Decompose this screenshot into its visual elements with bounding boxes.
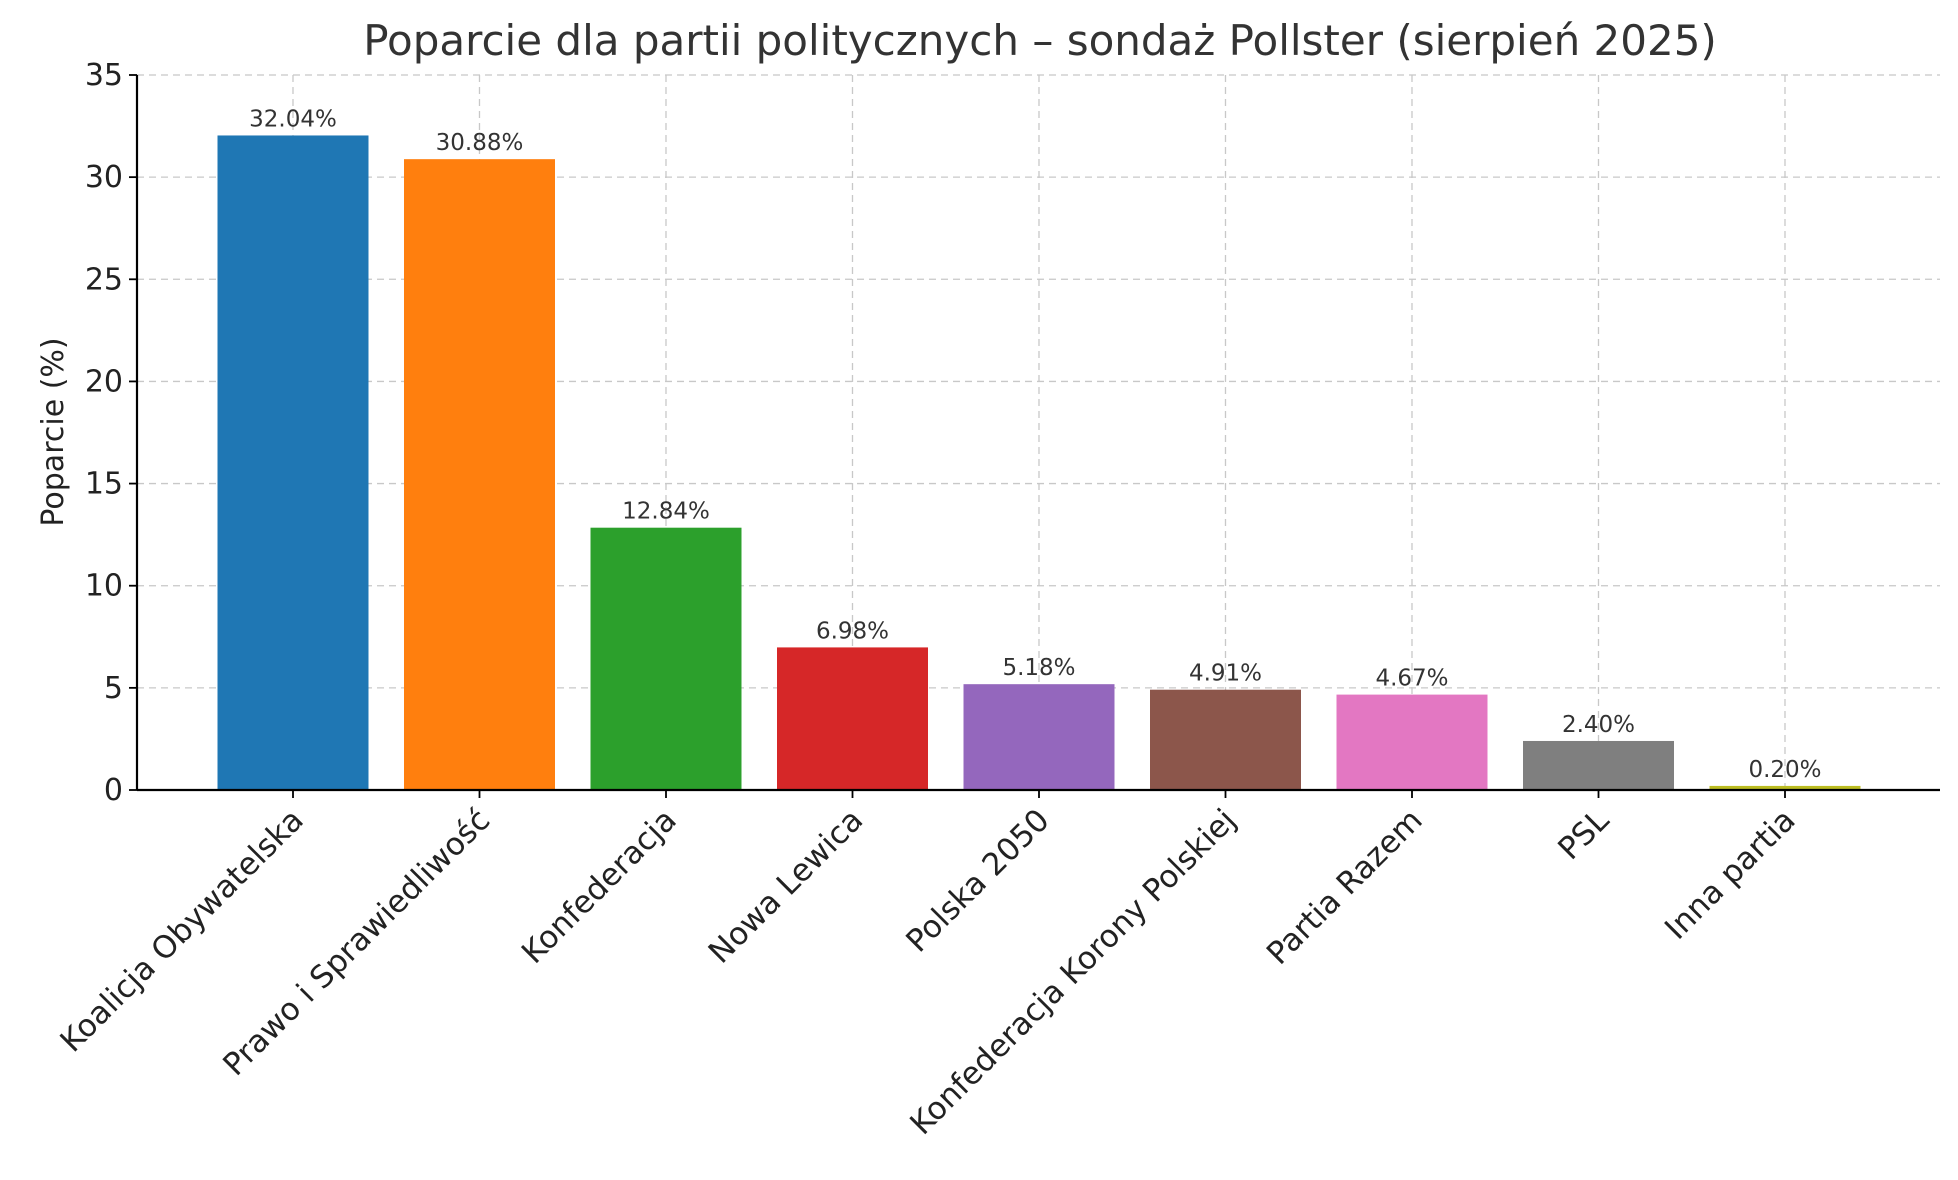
data-label-1: 30.88% [436,130,524,156]
x-tick-label-2: Konfederacja [515,802,684,971]
x-tick-label-4: Polska 2050 [899,802,1056,959]
bar-7 [1523,740,1674,790]
data-label-6: 4.67% [1375,666,1448,692]
bar-1 [404,159,555,790]
x-tick-label-6: Partia Razem [1260,802,1430,972]
y-tick-label-4: 20 [85,364,123,399]
data-label-5: 4.91% [1189,661,1262,687]
x-tick-label-8: Inna partia [1658,802,1803,947]
y-tick-label-0: 0 [104,773,123,808]
y-tick-label-1: 5 [104,671,123,706]
bar-2 [590,527,742,790]
y-tick-label-2: 10 [85,569,123,604]
data-label-2: 12.84% [622,499,710,525]
bar-3 [777,647,928,790]
data-label-3: 6.98% [816,618,889,644]
bar-6 [1336,694,1488,790]
data-label-8: 0.20% [1748,757,1821,783]
bar-5 [1150,689,1301,790]
bar-0 [217,135,369,790]
bar-4 [963,684,1115,790]
data-label-4: 5.18% [1002,655,1075,681]
y-axis-label: Poparcie (%) [36,337,71,526]
y-tick-label-3: 15 [85,467,123,502]
y-tick-label-5: 25 [85,262,123,297]
bar-8 [1709,785,1861,790]
y-tick-label-7: 35 [85,58,123,93]
data-label-7: 2.40% [1562,712,1635,738]
x-tick-label-7: PSL [1551,802,1616,867]
x-tick-label-3: Nowa Lewica [702,802,870,970]
data-label-0: 32.04% [249,106,337,132]
data-labels: 32.04% 30.88% 12.84% 6.98% 5.18% 4.91% 4.67% 2.… [249,106,1821,782]
y-ticks: 0 5 10 15 20 25 30 35 [85,58,137,808]
bars [217,135,1861,790]
x-tick-label-5: Konfederacja Korony Polskiej [903,802,1243,1142]
chart-title: Poparcie dla partii politycznych – sonda… [363,16,1717,65]
y-tick-label-6: 30 [85,160,123,195]
